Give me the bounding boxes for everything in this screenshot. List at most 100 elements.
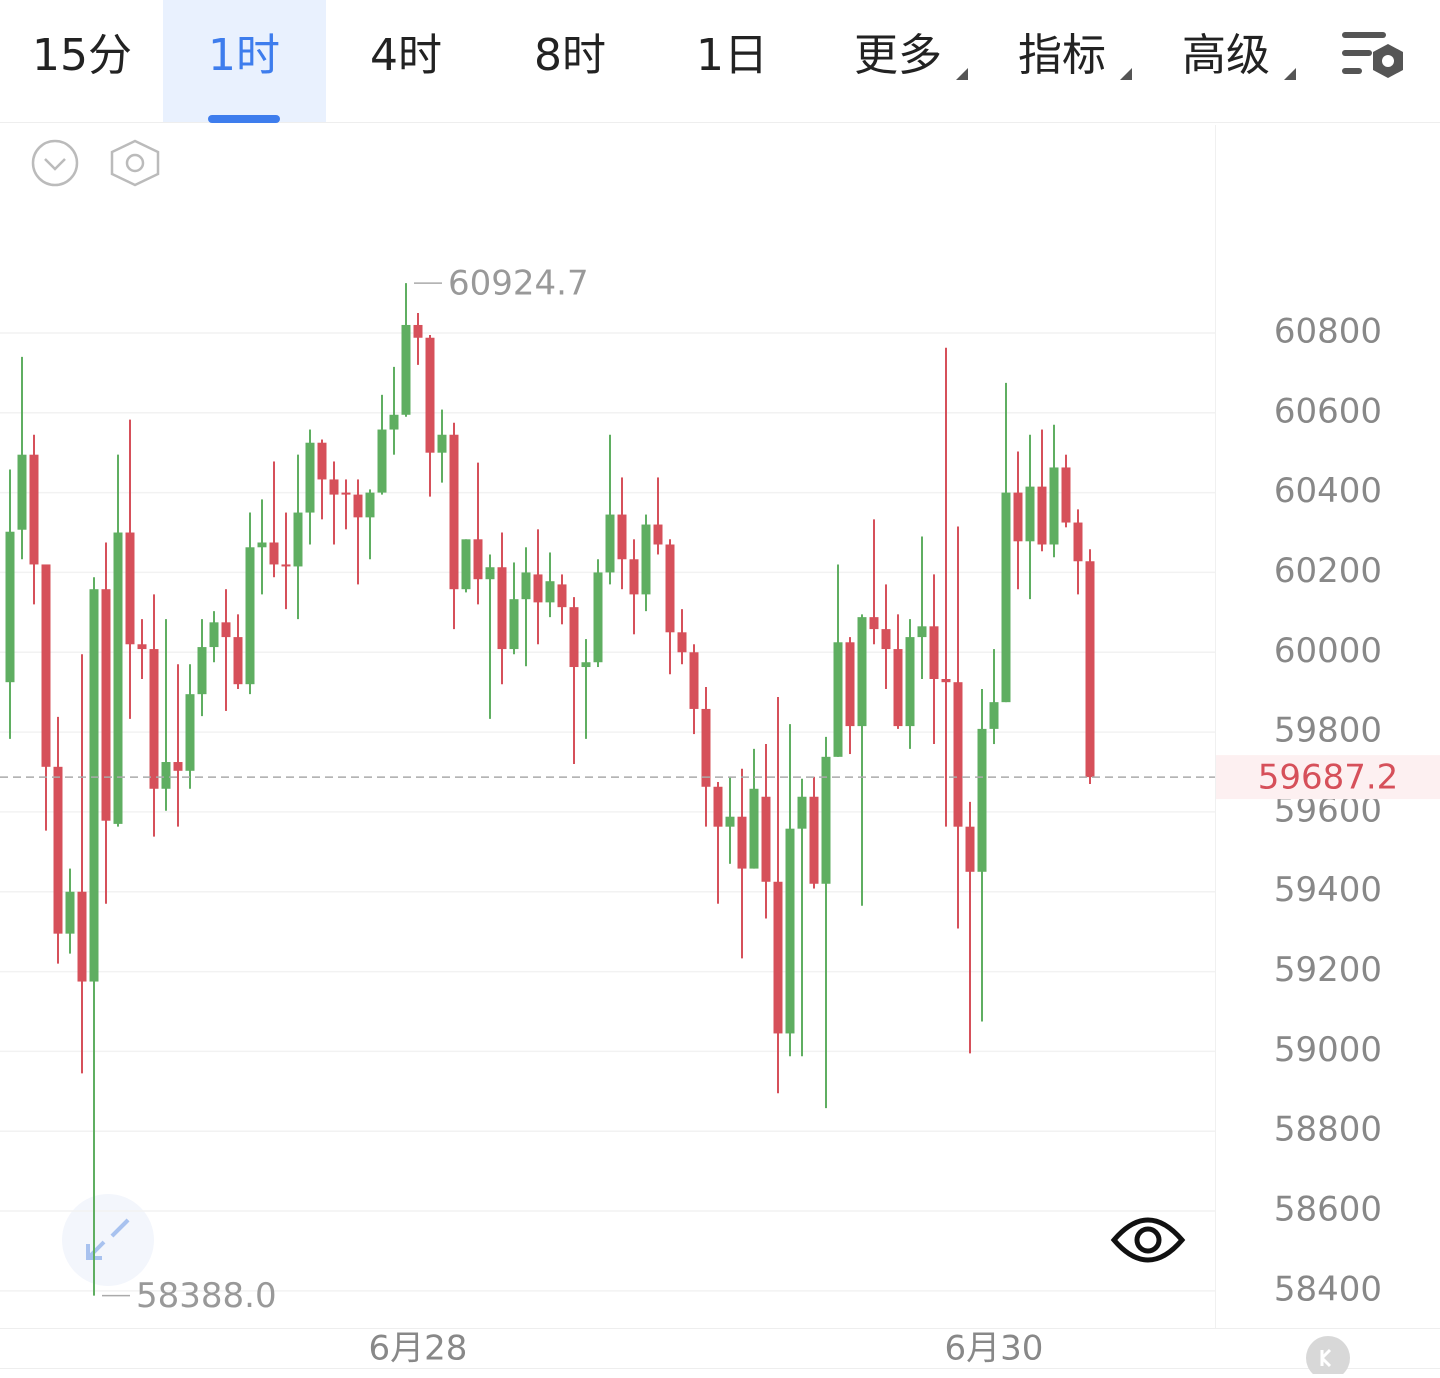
candle-body bbox=[437, 434, 447, 453]
candle-body bbox=[401, 324, 411, 415]
candle-body bbox=[761, 796, 771, 882]
candle-body bbox=[1013, 492, 1023, 542]
eye-icon[interactable] bbox=[1110, 1217, 1186, 1263]
candle-body bbox=[233, 637, 243, 685]
candle-body bbox=[1049, 467, 1059, 545]
candle-body bbox=[389, 414, 399, 430]
expand-icon[interactable] bbox=[62, 1194, 154, 1286]
y-tick-label: 58400 bbox=[1274, 1269, 1382, 1309]
active-tab-underline bbox=[208, 115, 280, 123]
collapse-icon[interactable] bbox=[31, 139, 79, 187]
candle-body bbox=[1085, 561, 1095, 778]
candle-body bbox=[821, 756, 831, 884]
last-price-bg bbox=[1216, 755, 1440, 800]
candle-body bbox=[41, 564, 51, 767]
candle-body bbox=[509, 599, 519, 650]
candle-body bbox=[173, 762, 183, 771]
candle-body bbox=[341, 492, 351, 495]
dropdown-arrow bbox=[1120, 68, 1132, 80]
candle-body bbox=[641, 524, 651, 595]
candle-body bbox=[785, 828, 795, 1034]
candle-body bbox=[1025, 486, 1035, 542]
dropdown-arrow bbox=[1284, 68, 1296, 80]
candle-body bbox=[881, 629, 891, 650]
candle-body bbox=[797, 796, 807, 829]
candle-body bbox=[629, 559, 639, 595]
extreme-label: 58388.0 bbox=[136, 1276, 277, 1316]
candle-body bbox=[125, 532, 135, 645]
candle-body bbox=[101, 589, 111, 821]
candle-body bbox=[161, 762, 171, 789]
candle-body bbox=[677, 632, 687, 653]
candle-body bbox=[137, 644, 147, 650]
candle-body bbox=[269, 542, 279, 565]
last-price-label: 59687.2 bbox=[1258, 758, 1399, 798]
candle-body bbox=[689, 652, 699, 709]
candle-body bbox=[461, 539, 471, 590]
candle-body bbox=[449, 434, 459, 590]
y-tick-label: 59200 bbox=[1274, 950, 1382, 990]
candle-body bbox=[485, 567, 495, 580]
candle-body bbox=[977, 728, 987, 872]
candle-body bbox=[749, 788, 759, 869]
settings-icon[interactable] bbox=[1342, 32, 1403, 78]
candle-body bbox=[953, 682, 963, 827]
tab[interactable]: 1日 bbox=[696, 30, 768, 81]
candle-body bbox=[569, 607, 579, 668]
y-tick-label: 60800 bbox=[1274, 311, 1382, 351]
candle-body bbox=[281, 564, 291, 567]
tab[interactable]: 4时 bbox=[370, 30, 442, 81]
candle-body bbox=[29, 454, 39, 565]
dropdown-arrow bbox=[956, 68, 968, 80]
candle-body bbox=[701, 708, 711, 787]
candle-body bbox=[353, 494, 363, 518]
candle-body bbox=[425, 337, 435, 453]
candle-body bbox=[329, 479, 339, 495]
candle-body bbox=[377, 429, 387, 493]
tab[interactable]: 1时 bbox=[208, 30, 280, 81]
candle-body bbox=[77, 891, 87, 982]
candle-body bbox=[905, 637, 915, 727]
active-tab-bg bbox=[163, 0, 326, 122]
candle-body bbox=[941, 679, 951, 683]
candle-body bbox=[557, 584, 567, 608]
y-tick-label: 58600 bbox=[1274, 1190, 1382, 1230]
y-tick-label: 59800 bbox=[1274, 711, 1382, 751]
candle-body bbox=[1061, 467, 1071, 523]
candle-body bbox=[869, 617, 879, 630]
candle-body bbox=[209, 622, 219, 648]
candle-body bbox=[809, 796, 819, 884]
candle-body bbox=[845, 642, 855, 727]
candle-body bbox=[737, 816, 747, 869]
candle-body bbox=[293, 512, 303, 567]
candle-body bbox=[713, 786, 723, 827]
tab[interactable]: 指标 bbox=[1018, 30, 1106, 81]
y-tick-label: 59000 bbox=[1274, 1030, 1382, 1070]
candle-body bbox=[413, 324, 423, 338]
candle-body bbox=[725, 816, 735, 827]
candle-body bbox=[149, 649, 159, 789]
tab[interactable]: 8时 bbox=[534, 30, 606, 81]
candle-body bbox=[5, 531, 15, 683]
candle-body bbox=[1037, 486, 1047, 545]
candle-body bbox=[113, 532, 123, 824]
k-icon[interactable] bbox=[1306, 1336, 1350, 1378]
candle-body bbox=[197, 647, 207, 695]
candle-body bbox=[653, 524, 663, 545]
candle-body bbox=[893, 649, 903, 727]
candle-body bbox=[185, 694, 195, 771]
tab[interactable]: 更多 bbox=[854, 30, 942, 81]
tab[interactable]: 高级 bbox=[1182, 30, 1270, 81]
candle-body bbox=[305, 442, 315, 513]
candle-body bbox=[857, 617, 867, 727]
settings-hex-icon[interactable] bbox=[110, 139, 160, 187]
tab[interactable]: 15分 bbox=[32, 30, 132, 81]
candle-body bbox=[581, 662, 591, 668]
candle-body bbox=[317, 442, 327, 480]
candle-body bbox=[929, 626, 939, 680]
y-tick-label: 60200 bbox=[1274, 551, 1382, 591]
candle-body bbox=[773, 881, 783, 1034]
candle-body bbox=[833, 642, 843, 757]
